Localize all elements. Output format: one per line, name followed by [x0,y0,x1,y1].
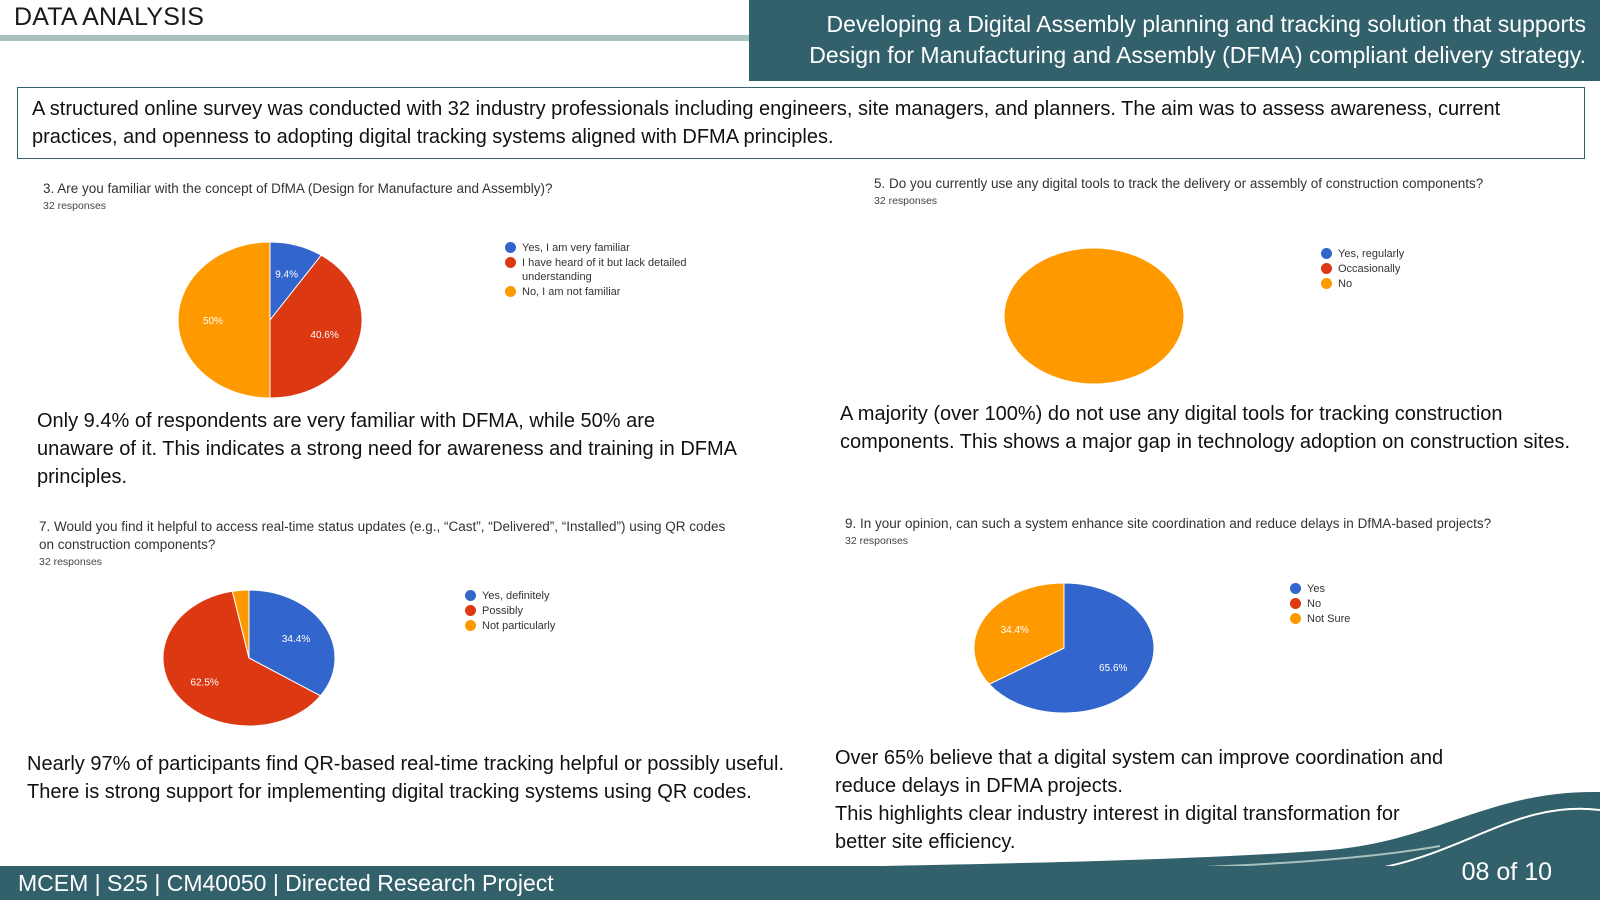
legend-swatch-icon [1290,583,1301,594]
legend-swatch-icon [465,590,476,601]
q5-pie-chart [1003,247,1185,385]
q9-slice-label-0: 65.6% [1099,663,1127,674]
q5-legend-item-1: Occasionally [1321,262,1461,276]
q9-legend-label-1: No [1307,598,1322,610]
legend-swatch-icon [1321,263,1332,274]
q9-title: 9. In your opinion, can such a system en… [845,516,1492,531]
footer-course: MCEM | S25 | CM40050 | Directed Research… [18,870,554,896]
intro-box: A structured online survey was conducted… [17,87,1585,159]
q3-legend-label-2: No, I am not familiar [522,286,621,298]
q9-summary: Over 65% believe that a digital system c… [835,744,1455,856]
legend-swatch-icon [505,286,516,297]
q7-slice-label-1: 62.5% [190,677,218,688]
q5-summary: A majority (over 100%) do not use any di… [840,403,1571,453]
q3-legend-item-0: Yes, I am very familiar [505,241,715,255]
title-banner: Developing a Digital Assembly planning a… [749,0,1600,81]
q3-legend-item-1: I have heard of it but lack detailed und… [505,256,715,284]
section-title: DATA ANALYSIS [14,3,205,31]
q7-legend-item-1: Possibly [465,604,625,618]
q9-legend-label-2: Not Sure [1307,613,1351,625]
q5-legend: Yes, regularly Occasionally No [1321,247,1461,292]
legend-swatch-icon [1290,613,1301,624]
q7-legend-label-2: Not particularly [482,620,556,632]
q7-summary: Nearly 97% of participants find QR-based… [27,753,785,803]
q3-slice-1 [269,254,363,399]
q7-legend-item-2: Not particularly [465,619,625,633]
q9-panel: 9. In your opinion, can such a system en… [845,515,1545,547]
q9-legend-item-0: Yes [1290,582,1430,596]
q9-legend-item-1: No [1290,597,1430,611]
q3-legend-label-0: Yes, I am very familiar [522,242,630,254]
q3-responses: 32 responses [43,200,107,212]
q5-legend-item-0: Yes, regularly [1321,247,1461,261]
legend-swatch-icon [1321,248,1332,259]
page-number: 08 of 10 [1461,858,1552,886]
q7-slice-0 [248,589,336,697]
q9-legend-item-2: Not Sure [1290,612,1430,626]
q9-legend-label-0: Yes [1307,583,1325,595]
q5-slice-2 [1003,247,1185,385]
legend-swatch-icon [505,257,516,268]
q5-responses: 32 responses [874,195,938,207]
q3-pie-chart: 9.4% 40.6% 50% [177,241,363,399]
q5-legend-item-2: No [1321,277,1461,291]
q7-legend-label-1: Possibly [482,605,523,617]
q5-legend-label-2: No [1338,278,1353,290]
q3-slice-label-1: 40.6% [310,330,338,341]
legend-swatch-icon [465,605,476,616]
legend-swatch-icon [1321,278,1332,289]
q9-summary-line-2: This highlights clear industry interest … [835,803,1400,853]
q3-legend: Yes, I am very familiar I have heard of i… [505,241,715,300]
q9-slice-label-2: 34.4% [1001,625,1029,636]
q9-pie-chart: 65.6% 34.4% [973,582,1155,714]
banner-line-1: Developing a Digital Assembly planning a… [826,11,1586,37]
q7-slice-2 [231,589,250,659]
q7-responses: 32 responses [39,556,103,568]
legend-swatch-icon [465,620,476,631]
title-rule [0,35,750,41]
q7-title: 7. Would you find it helpful to access r… [39,519,726,552]
q5-legend-label-1: Occasionally [1338,263,1401,275]
q9-summary-line-1: Over 65% believe that a digital system c… [835,747,1444,797]
banner-line-2: Design for Manufacturing and Assembly (D… [809,42,1586,68]
q3-legend-label-1: I have heard of it but lack detailed und… [522,257,687,283]
q7-legend-item-0: Yes, definitely [465,589,625,603]
q3-panel: 3. Are you familiar with the concept of … [43,180,743,212]
q7-slice-1 [162,590,322,727]
q3-slice-label-0: 9.4% [275,270,298,281]
footer-bar [0,866,1600,900]
q7-panel: 7. Would you find it helpful to access r… [39,518,739,568]
q9-slice-2 [973,582,1065,685]
q5-legend-label-0: Yes, regularly [1338,248,1405,260]
q7-pie-chart: 34.4% 62.5% [162,589,336,727]
q9-responses: 32 responses [845,535,909,547]
q3-slice-label-2: 50% [203,316,223,327]
q5-title: 5. Do you currently use any digital tool… [874,176,1484,191]
q3-title: 3. Are you familiar with the concept of … [43,181,553,196]
q9-legend: Yes No Not Sure [1290,582,1430,627]
q7-legend: Yes, definitely Possibly Not particularly [465,589,625,634]
legend-swatch-icon [505,242,516,253]
q3-summary: Only 9.4% of respondents are very famili… [37,410,736,488]
legend-swatch-icon [1290,598,1301,609]
q3-legend-item-2: No, I am not familiar [505,285,715,299]
q3-slice-2 [177,241,271,399]
q7-legend-label-0: Yes, definitely [482,590,550,602]
q5-panel: 5. Do you currently use any digital tool… [874,175,1524,207]
q7-slice-label-0: 34.4% [282,634,310,645]
q9-slice-0 [988,582,1155,714]
